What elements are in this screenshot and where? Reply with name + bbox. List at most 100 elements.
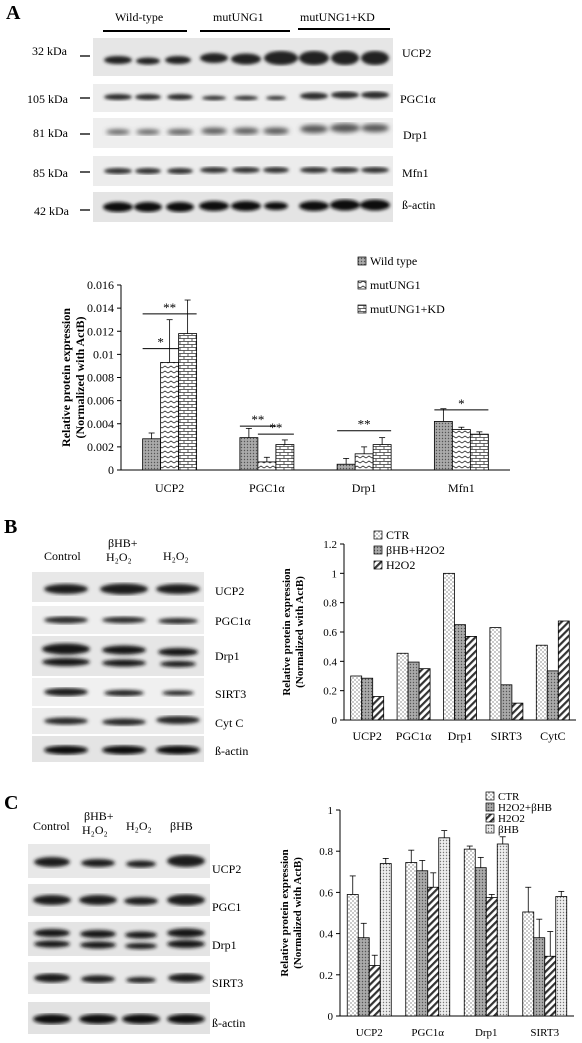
- y-axis-label: Relative protein expression: [281, 568, 293, 695]
- legend-label-ctr: CTR: [498, 791, 520, 803]
- legend-swatch-mutung1-kd: [357, 304, 367, 314]
- legend-swatch-h2o2: [485, 813, 495, 823]
- protein-label-c-pgc1: PGC1: [212, 900, 242, 914]
- legend-label-h2o2: H2O2: [498, 813, 525, 825]
- bar-ctr-drp1: [443, 572, 455, 721]
- protein-label-c-beta-actin: ß-actin: [212, 1016, 246, 1030]
- y-tick-label: 1.2: [323, 539, 337, 551]
- y-tick-label: 0.002: [87, 440, 114, 454]
- blot-strip-pgc1a: [93, 84, 393, 112]
- y-tick-label: 1: [332, 568, 338, 580]
- bar-hb-sirt3: [555, 896, 568, 1017]
- kda-label-105: 105 kDa: [27, 92, 68, 106]
- protein-label-c-sirt3: SIRT3: [212, 976, 244, 990]
- lane-label-c-bhb-plus: βHB+: [84, 809, 114, 823]
- y-axis-label: (Normalized with ActB): [73, 317, 87, 439]
- chart-a: 0 0.002 0.004 0.006 0.008 0.01 0.012 0.014 0.016…: [59, 254, 510, 495]
- category-label-ucp2: UCP2: [155, 481, 184, 495]
- legend-swatch-ctr: [373, 530, 383, 540]
- bar-h2o2-sirt3: [544, 955, 557, 1017]
- bar-h2o2-hb-sirt3: [533, 937, 546, 1017]
- bar-ctr-ucp2: [346, 894, 359, 1017]
- legend-label-wild-type: Wild type: [370, 254, 417, 268]
- bar-mutung1-ucp2: [160, 362, 180, 471]
- category-label-drp1: Drp1: [352, 481, 377, 495]
- y-axis-label: Relative protein expression: [279, 849, 291, 976]
- significance-label: **: [358, 417, 371, 432]
- bar-wild-type-pgc1: [239, 437, 259, 471]
- y-tick-label: 0.014: [87, 301, 114, 315]
- bar-mutung1-kd-mfn1: [469, 433, 489, 471]
- bar-mutung1-kd-ucp2: [178, 333, 198, 471]
- blot-b-strip-ucp2: [32, 572, 204, 602]
- bar-hb-h2o2-ucp2: [361, 677, 374, 721]
- legend-swatch-h2o2-hb: [485, 802, 495, 812]
- y-tick-label: 0.008: [87, 371, 114, 385]
- bar-h2o2-pgc1: [427, 886, 440, 1017]
- protein-label-beta-actin: ß-actin: [402, 198, 436, 212]
- y-tick-label: 0.8: [323, 598, 337, 610]
- bar-hb-drp1: [496, 843, 509, 1017]
- blot-a-svg: [80, 38, 393, 222]
- significance-label: **: [251, 412, 264, 427]
- legend-label-ctr: CTR: [386, 528, 409, 542]
- y-axis-label: (Normalized with ActB): [294, 576, 306, 688]
- y-tick-label: 0.6: [319, 887, 333, 899]
- bar-hb-ucp2: [379, 863, 392, 1017]
- y-tick-label: 0.004: [87, 417, 114, 431]
- blot-b-strip-cytc: [32, 708, 204, 734]
- protein-label-drp1: Drp1: [403, 128, 428, 142]
- bar-h2o2-pgc1: [418, 668, 431, 721]
- panel-letter-c: C: [4, 792, 19, 814]
- bar-mutung1-drp1: [354, 453, 374, 471]
- lane-label-control: Control: [44, 549, 81, 563]
- bar-h2o2-ucp2: [372, 696, 385, 721]
- bar-mutung1-kd-drp1: [372, 444, 392, 471]
- y-tick-label: 0: [328, 1011, 334, 1023]
- legend-swatch-hb: [485, 824, 495, 834]
- group-line-mutung1: [200, 30, 290, 32]
- bar-ctr-pgc1: [396, 652, 409, 721]
- category-label-drp1: Drp1: [475, 1027, 498, 1039]
- legend-swatch-mutung1: [357, 280, 367, 290]
- y-tick-label: 1: [328, 805, 334, 817]
- protein-label-c-drp1: Drp1: [212, 938, 237, 952]
- legend-label-h2o2: H2O2: [386, 558, 415, 572]
- lane-label-c-h2o2: H₂O₂: [126, 819, 152, 833]
- protein-label-b-beta-actin: ß-actin: [215, 744, 249, 758]
- category-label-sirt3: SIRT3: [491, 729, 522, 743]
- protein-label-pgc1a: PGC1α: [400, 92, 436, 106]
- y-tick-label: 0.8: [319, 846, 333, 858]
- bar-h2o2-drp1: [465, 636, 477, 721]
- protein-label-b-pgc1a: PGC1α: [215, 614, 251, 628]
- category-label-sirt3: SIRT3: [530, 1027, 559, 1039]
- kda-label-42: 42 kDa: [34, 204, 69, 218]
- y-tick-label: 0.006: [87, 394, 114, 408]
- y-axis-label: (Normalized with ActB): [292, 857, 304, 969]
- group-label-mutung1: mutUNG1: [213, 10, 264, 24]
- bar-hb-pgc1: [438, 837, 451, 1017]
- category-label-drp1: Drp1: [448, 729, 473, 743]
- y-tick-label: 0.012: [87, 324, 114, 338]
- protein-label-ucp2: UCP2: [402, 46, 432, 60]
- protein-label-b-ucp2: UCP2: [215, 584, 245, 598]
- chart-b: 0 0.2 0.4 0.6 0.8 1 1.2 Relative protein expres…: [281, 528, 576, 743]
- bar-ctr-pgc1: [405, 862, 418, 1017]
- y-tick-label: 0.2: [319, 970, 333, 982]
- bar-ctr-drp1: [463, 848, 476, 1017]
- bar-ctr-ucp2: [350, 675, 363, 721]
- protein-label-mfn1: Mfn1: [402, 166, 429, 180]
- lane-label-h2o2: H₂O₂: [163, 549, 189, 563]
- bar-h2o2-hb-pgc1: [416, 870, 429, 1017]
- category-label-mfn1: Mfn1: [448, 481, 475, 495]
- blot-c-strip-drp1: [28, 922, 210, 956]
- legend-label-mutung1-kd: mutUNG1+KD: [370, 302, 445, 316]
- lane-label-c-bhb-h2o2: H₂O₂: [82, 823, 108, 837]
- blot-strip-beta-actin: [93, 192, 393, 222]
- blot-c-strip-ucp2: [28, 844, 210, 878]
- y-tick-label: 0.2: [323, 686, 337, 698]
- bar-h2o2-ucp2: [368, 965, 381, 1017]
- blot-b-strip-drp1: [32, 636, 204, 676]
- bar-hb-h2o2-sirt3: [500, 684, 513, 721]
- bar-hb-h2o2-cytc: [546, 670, 559, 721]
